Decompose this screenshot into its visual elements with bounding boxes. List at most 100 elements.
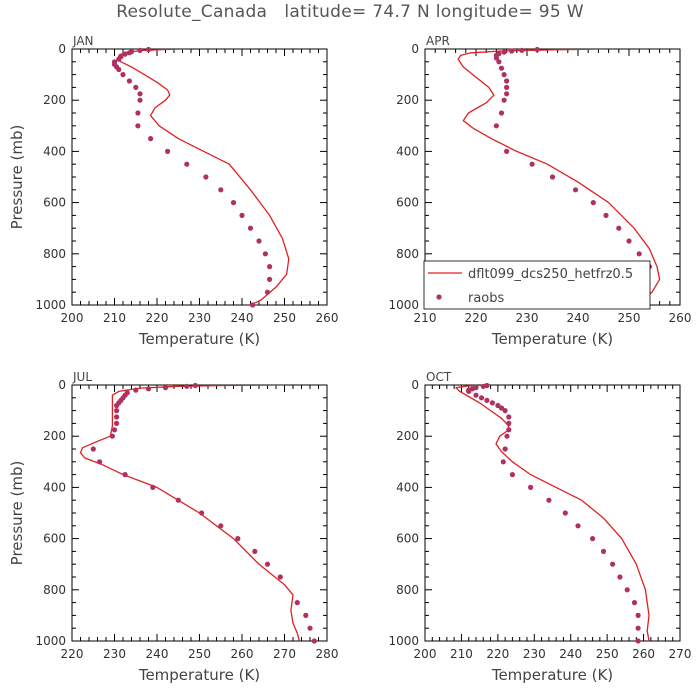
panel-oct-obs-point [635, 612, 641, 619]
panel-jul-ytick-label: 400 [43, 480, 66, 494]
panel-oct-obs-point [617, 574, 623, 580]
panel-jan-obs-point [184, 161, 190, 167]
panel-jul-ylabel: Pressure (mb) [8, 461, 26, 566]
panel-jul-month-label: JUL [72, 370, 92, 384]
panel-jan-obs-point [239, 212, 245, 218]
panel-oct-obs-point [480, 383, 486, 389]
panel-oct-ytick-label: 400 [396, 480, 419, 494]
panel-apr-obs-point [534, 46, 540, 53]
panel-oct-obs-point [635, 638, 641, 644]
panel-jul-xtick-label: 220 [61, 647, 84, 661]
panel-jul-obs-point [150, 484, 156, 490]
panel-apr-obs-point [636, 251, 642, 257]
panel-jul-xtick-label: 240 [146, 647, 169, 661]
panel-oct-obs-point [635, 625, 641, 631]
panel-apr-xtick-label: 220 [465, 311, 488, 325]
panel-apr-obs-point [501, 49, 507, 55]
panel-oct-obs-point [466, 388, 472, 394]
panel-jan-xtick-label: 250 [273, 311, 296, 325]
panel-jul-obs-point [252, 548, 258, 555]
panel-jan-ytick-label: 200 [43, 93, 66, 107]
panel-jul-xtick-label: 270 [273, 647, 296, 661]
panel-jan-xtick-label: 260 [316, 311, 339, 325]
panel-jul-obs-point [277, 574, 283, 580]
panel-jan-obs-point [262, 251, 268, 257]
panel-jan-xlabel: Temperature (K) [138, 330, 260, 348]
panel-apr-obs-point [493, 123, 499, 129]
panel-apr-obs-point [501, 97, 507, 103]
panel-oct-xtick-label: 240 [559, 647, 582, 661]
panel-jan-obs-point [267, 276, 273, 282]
panel-apr-ytick-label: 400 [396, 144, 419, 158]
panel-jan-month-label: JAN [72, 34, 94, 48]
chart-title: Resolute_Canada latitude= 74.7 N longitu… [116, 2, 584, 22]
panel-jul-obs-point [303, 612, 309, 619]
panel-jul-obs-point [199, 510, 205, 516]
panel-oct-xtick-label: 230 [523, 647, 546, 661]
panel-apr-xtick-label: 240 [567, 311, 590, 325]
panel-oct-obs-point [473, 392, 479, 398]
panel-jul-model-line [79, 385, 301, 641]
panel-apr-obs-point [519, 47, 525, 53]
panel-jul-obs-point [111, 427, 118, 433]
panel-jul-obs-point [162, 385, 169, 391]
panel-jan-obs-point [135, 110, 141, 116]
panel-jan-ylabel: Pressure (mb) [8, 125, 26, 230]
panel-jan-obs-point [267, 264, 273, 270]
panel-jul-xtick-label: 230 [103, 647, 126, 661]
panel-jan-frame [71, 48, 328, 306]
panel-apr-obs-point [504, 78, 510, 84]
panel-jan-xtick-label: 200 [61, 311, 84, 325]
panel-oct-xtick-label: 250 [596, 647, 619, 661]
panel-oct-obs-point [624, 587, 630, 593]
panel-jan-obs-point [218, 187, 224, 193]
panel-apr-obs-point [504, 91, 510, 97]
panel-oct-obs-point [506, 427, 512, 433]
panel-oct-obs-point [546, 497, 552, 503]
panel-oct-ytick-label: 200 [396, 429, 419, 443]
panel-jan-ytick-label: 0 [58, 42, 66, 56]
panel-jul-obs-point [184, 383, 190, 389]
panel-apr-obs-point [498, 110, 505, 116]
panel-jul-obs-point [114, 402, 120, 409]
panel-jul-ytick-label: 1000 [35, 634, 66, 648]
panel-apr-obs-point [504, 84, 510, 90]
panel-oct-frame [424, 384, 681, 642]
panel-jan-obs-point [247, 225, 254, 231]
panel-oct-xtick-label: 270 [669, 647, 692, 661]
panel-jul-obs-point [192, 382, 198, 389]
panel-jul-obs-point [307, 625, 313, 631]
panel-jul-xtick-label: 260 [231, 647, 254, 661]
panel-jul-obs-point [90, 446, 96, 452]
panel-jul-obs-point [145, 386, 152, 392]
panel-oct-obs-point [478, 395, 485, 401]
panel-oct-xtick-label: 220 [486, 647, 509, 661]
panel-jan-obs-point [122, 51, 128, 57]
panel-jul-xtick-label: 280 [316, 647, 339, 661]
panel-jul-obs-point [175, 497, 181, 503]
panel-oct-model-line [455, 385, 650, 641]
panel-jul-obs-point [97, 459, 103, 465]
panel-oct-ytick-label: 800 [396, 583, 419, 597]
panel-jan-obs-point [256, 238, 262, 244]
panel-jan-obs-point [230, 200, 237, 206]
panel-oct-ytick-label: 1000 [388, 634, 419, 648]
panel-jan-obs-point [120, 72, 126, 78]
panel-oct-obs-point [498, 405, 505, 411]
panel-jan-obs-point [250, 302, 256, 308]
panel-jul-obs-point [218, 523, 224, 529]
panel-jan-obs-point [145, 46, 152, 53]
panel-jan-ytick-label: 600 [43, 196, 66, 210]
panel-jul-obs-point [264, 561, 271, 567]
panel-jan-obs-point [135, 123, 141, 129]
panel-apr-obs-point [590, 200, 596, 206]
panel-oct-ytick-label: 600 [396, 532, 419, 546]
panel-oct-obs-point [502, 408, 508, 414]
panel-oct-ytick-label: 0 [411, 378, 419, 392]
panel-jan-ytick-label: 400 [43, 144, 66, 158]
panel-jan-obs-point [133, 84, 139, 90]
panel-oct-obs-point [504, 433, 510, 439]
panel-oct-obs-point [489, 400, 495, 406]
panel-jan-obs-point [148, 136, 154, 142]
